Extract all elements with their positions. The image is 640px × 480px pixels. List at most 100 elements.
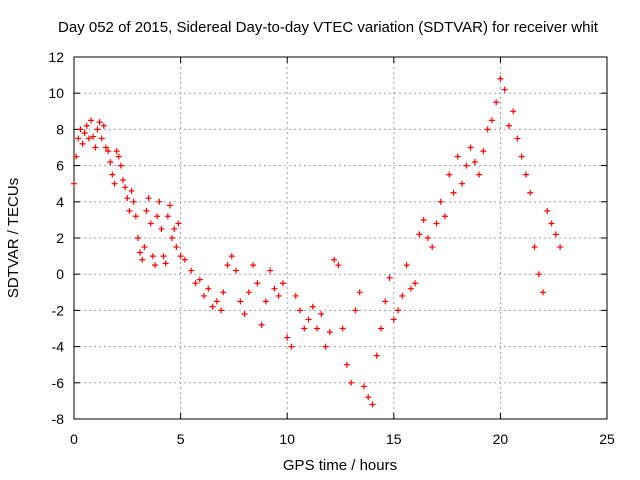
data-point — [201, 292, 208, 299]
data-point — [113, 148, 120, 155]
data-point — [510, 108, 517, 115]
data-point — [213, 298, 220, 305]
data-point — [171, 225, 178, 232]
data-point — [224, 262, 231, 269]
data-point — [424, 235, 431, 241]
data-point — [122, 184, 129, 191]
data-point — [493, 99, 500, 106]
data-point — [92, 144, 99, 151]
data-point — [181, 256, 188, 263]
data-point — [126, 207, 133, 214]
data-point — [102, 144, 109, 151]
y-axis-title: SDTVAR / TECUs — [5, 178, 22, 298]
data-point — [360, 383, 367, 390]
data-point — [527, 189, 534, 196]
x-tick-label: 5 — [177, 431, 185, 447]
data-point — [132, 213, 139, 220]
data-point — [94, 126, 101, 133]
data-point — [105, 148, 112, 155]
x-tick-label: 10 — [279, 431, 295, 447]
y-tick-label: 8 — [56, 121, 64, 137]
data-point — [156, 198, 163, 205]
data-point — [128, 187, 135, 194]
data-point — [107, 158, 114, 165]
data-point — [420, 216, 427, 223]
data-point — [335, 262, 342, 269]
data-point — [83, 122, 90, 129]
data-point — [505, 122, 512, 129]
data-point — [540, 289, 547, 296]
data-point — [373, 352, 380, 359]
y-tick-label: 4 — [56, 194, 64, 210]
data-points — [71, 75, 564, 408]
data-point — [100, 122, 107, 129]
data-point — [137, 249, 144, 256]
data-point — [237, 298, 244, 305]
data-point — [296, 307, 303, 314]
data-point — [467, 144, 474, 151]
data-point — [218, 307, 225, 314]
data-point — [90, 133, 97, 140]
data-point — [271, 285, 278, 292]
data-point — [399, 292, 406, 299]
data-point — [162, 260, 169, 267]
data-point — [241, 311, 248, 318]
data-point — [73, 153, 80, 160]
data-point — [365, 394, 372, 401]
data-point — [535, 271, 542, 278]
grid-lines — [74, 57, 607, 419]
data-point — [497, 75, 504, 82]
data-point — [471, 158, 478, 165]
data-point — [275, 292, 282, 299]
data-point — [288, 343, 295, 350]
data-point — [250, 262, 257, 269]
data-point — [476, 171, 483, 178]
data-point — [403, 262, 410, 269]
data-point — [75, 135, 82, 142]
x-axis-title: GPS time / hours — [283, 457, 397, 474]
data-point — [395, 307, 402, 314]
data-point — [326, 329, 333, 336]
data-point — [245, 289, 252, 296]
data-point — [548, 220, 555, 227]
data-point — [85, 135, 92, 142]
data-point — [292, 292, 299, 299]
data-point — [480, 148, 487, 155]
data-point — [164, 213, 171, 220]
data-point — [205, 285, 212, 292]
x-tick-label: 0 — [70, 431, 78, 447]
data-point — [454, 153, 461, 160]
data-point — [130, 198, 137, 205]
data-point — [437, 198, 444, 205]
data-point — [145, 195, 152, 202]
data-point — [124, 195, 131, 202]
x-tick-label: 15 — [386, 431, 402, 447]
data-point — [488, 117, 495, 124]
data-point — [441, 213, 448, 220]
data-point — [331, 256, 338, 263]
data-point — [501, 86, 508, 93]
data-point — [117, 162, 124, 169]
data-point — [71, 180, 77, 187]
data-point — [173, 244, 180, 251]
data-point — [348, 379, 355, 386]
data-point — [557, 244, 564, 251]
y-axis-ticks: -8 -6 -4 -2 0 2 4 6 8 10 12 — [48, 49, 607, 427]
data-point — [301, 325, 308, 332]
data-point — [192, 280, 199, 287]
data-point — [522, 171, 529, 178]
data-point — [149, 253, 156, 260]
data-point — [154, 213, 161, 220]
data-point — [77, 126, 84, 133]
data-point — [141, 244, 148, 251]
data-point — [386, 274, 393, 281]
data-point — [305, 316, 312, 323]
data-point — [228, 253, 235, 260]
data-point — [139, 256, 146, 263]
data-point — [79, 140, 86, 147]
data-point — [147, 220, 154, 227]
y-tick-label: -8 — [52, 411, 65, 427]
data-point — [518, 153, 525, 160]
data-point — [209, 303, 216, 310]
data-point — [254, 280, 261, 287]
